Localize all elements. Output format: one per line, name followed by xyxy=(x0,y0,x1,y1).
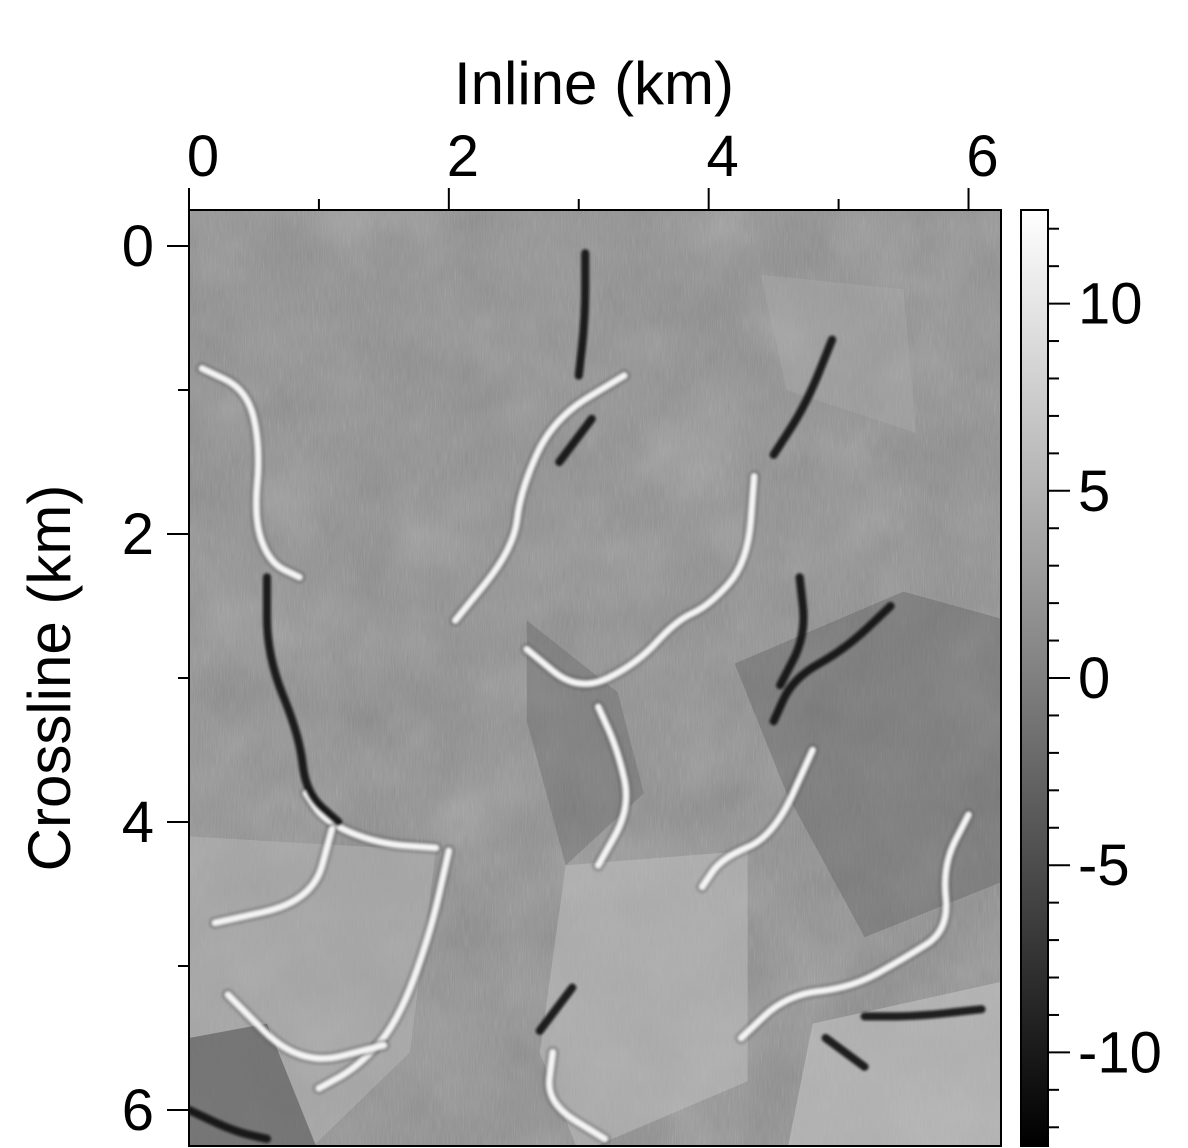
bright-channel xyxy=(699,747,816,890)
colorbar-tick-label: -5 xyxy=(1078,833,1130,898)
x-tick-label: 6 xyxy=(966,124,998,189)
x-tick-label: 0 xyxy=(187,124,219,189)
heatmap-region xyxy=(526,620,644,866)
dark-channel xyxy=(574,249,590,380)
y-tick-label: 6 xyxy=(122,1078,154,1143)
colorbar-tick-label: 10 xyxy=(1078,272,1143,337)
bright-channel xyxy=(523,473,758,687)
heatmap-region xyxy=(189,1023,317,1146)
colorbar-gradient xyxy=(1020,209,1049,1147)
heatmap-image xyxy=(189,210,1001,1146)
bright-channel xyxy=(198,365,303,581)
x-tick-label: 4 xyxy=(707,124,739,189)
bright-channel xyxy=(452,372,628,624)
dark-channel xyxy=(535,983,577,1035)
bright-channel xyxy=(315,847,452,1092)
dark-channel xyxy=(860,1005,986,1021)
bright-channel xyxy=(738,811,972,1041)
colorbar-tick-label: -10 xyxy=(1078,1020,1162,1085)
dark-channel xyxy=(555,414,596,466)
colorbar-tick-label: 5 xyxy=(1078,459,1110,524)
dark-channel xyxy=(776,573,808,690)
dark-channel xyxy=(769,335,837,459)
dark-channel xyxy=(262,573,343,826)
y-axis: 0 2 4 6 xyxy=(122,214,189,1143)
heatmap-region xyxy=(760,274,917,434)
colorbar: 10 5 0 -5 -10 xyxy=(1020,209,1162,1147)
bright-channel xyxy=(224,991,387,1062)
dark-channel xyxy=(769,602,895,726)
bright-channel xyxy=(211,826,335,926)
heatmap-region xyxy=(539,850,748,1146)
heatmap-region xyxy=(788,981,1001,1146)
y-tick-label: 0 xyxy=(122,214,154,279)
dark-channel xyxy=(821,1034,869,1071)
colorbar-tick-label: 0 xyxy=(1078,646,1110,711)
bright-channel xyxy=(595,703,630,869)
x-tick-label: 2 xyxy=(447,124,479,189)
bright-channel xyxy=(546,1049,608,1142)
y-tick-label: 2 xyxy=(122,502,154,567)
y-tick-label: 4 xyxy=(122,790,154,855)
x-axis: 0 2 4 6 xyxy=(187,124,999,210)
x-axis-label: Inline (km) xyxy=(454,50,734,117)
dark-channel xyxy=(189,1106,271,1143)
y-axis-label: Crossline (km) xyxy=(16,485,83,872)
